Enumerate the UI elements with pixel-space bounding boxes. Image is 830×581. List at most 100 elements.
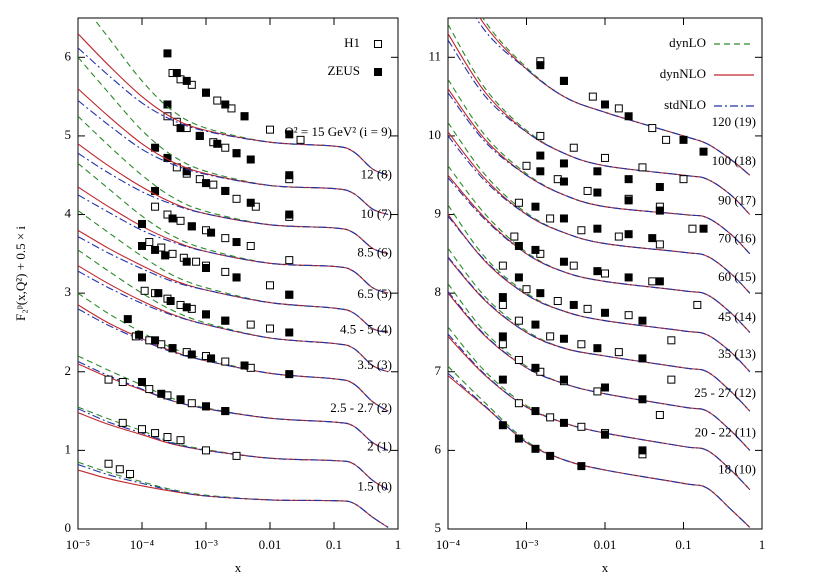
data-point [221, 186, 230, 195]
bin-label: 90 (17) [718, 193, 756, 208]
data-point [648, 234, 657, 243]
legend-label: ZEUS [328, 63, 361, 78]
data-point [232, 149, 241, 158]
bin-label: 120 (19) [712, 114, 756, 129]
bin-label: 1.5 (0) [357, 479, 392, 494]
data-point [593, 188, 602, 197]
data-point [182, 257, 191, 266]
y-tick-label: 5 [435, 520, 442, 535]
data-point [145, 385, 154, 394]
x-tick-label: 0.01 [259, 537, 282, 552]
data-point [522, 285, 531, 294]
curve [448, 174, 751, 333]
data-point [624, 230, 633, 239]
data-point [285, 328, 294, 337]
bin-label: 12 (8) [361, 167, 392, 182]
data-point [559, 418, 568, 427]
data-point [163, 49, 172, 58]
legend-marker [374, 68, 382, 76]
data-point [638, 446, 647, 455]
data-point [577, 462, 586, 471]
data-point [138, 241, 146, 250]
data-point [601, 430, 609, 439]
data-point [285, 210, 294, 219]
data-point [679, 135, 688, 144]
data-point [559, 159, 568, 168]
data-point [624, 175, 633, 184]
data-point [546, 451, 555, 460]
plot-area [78, 18, 389, 528]
data-point [207, 228, 216, 237]
data-point [246, 320, 255, 329]
data-point [240, 361, 249, 370]
data-point [588, 92, 597, 101]
data-point [246, 241, 255, 250]
data-point [151, 202, 160, 211]
data-point [577, 340, 586, 349]
data-point [531, 320, 540, 329]
data-point [655, 183, 664, 192]
x-tick-label: 1 [395, 537, 402, 552]
data-point [151, 245, 160, 254]
x-tick-label: 10⁻³ [194, 537, 218, 552]
data-point [553, 297, 562, 306]
x-tick-label: 0.1 [326, 537, 342, 552]
data-point [559, 76, 568, 85]
bin-label: 18 (10) [718, 461, 756, 476]
y-tick-label: 5 [65, 127, 72, 142]
curve [78, 47, 389, 176]
data-point [559, 375, 568, 384]
data-point [104, 459, 113, 468]
data-point [202, 179, 210, 188]
data-point [138, 425, 146, 434]
data-point [296, 135, 305, 144]
bin-label: 10 (7) [361, 206, 392, 221]
data-point [168, 214, 177, 223]
data-point [246, 198, 255, 207]
data-point [285, 370, 294, 379]
data-point [514, 273, 523, 282]
data-point [624, 311, 633, 320]
data-point [140, 286, 149, 295]
y-tick-label: 10 [428, 127, 441, 142]
data-point [655, 206, 664, 215]
data-point [679, 175, 688, 184]
data-point [638, 316, 647, 325]
data-point [123, 315, 132, 324]
data-point [151, 336, 160, 345]
curve [78, 292, 389, 412]
legend-label: dynNLO [660, 66, 706, 81]
data-point [176, 436, 185, 445]
data-point [207, 354, 216, 363]
curve [448, 135, 751, 294]
data-point [577, 422, 586, 431]
data-point [601, 100, 609, 109]
legend-label: stdNLO [664, 97, 706, 112]
data-point [614, 232, 623, 241]
curve [78, 408, 389, 491]
data-point [648, 124, 657, 133]
data-point [161, 251, 170, 260]
curve [78, 461, 389, 528]
data-point [221, 357, 230, 366]
data-point [166, 297, 175, 306]
data-point [232, 238, 241, 247]
data-point [514, 198, 523, 207]
curve [475, 18, 751, 176]
x-tick-label: 10⁻⁴ [436, 537, 461, 552]
data-point [688, 224, 697, 233]
data-point [168, 249, 177, 258]
data-point [176, 216, 185, 225]
curve [448, 177, 751, 333]
data-point [593, 167, 602, 176]
data-point [601, 383, 609, 392]
x-axis-label: x [235, 560, 242, 575]
data-point [221, 267, 230, 276]
curve [78, 463, 389, 528]
data-point [154, 289, 163, 298]
curve [448, 39, 751, 215]
y-tick-label: 2 [65, 363, 72, 378]
curve [448, 333, 751, 491]
data-point [498, 340, 507, 349]
